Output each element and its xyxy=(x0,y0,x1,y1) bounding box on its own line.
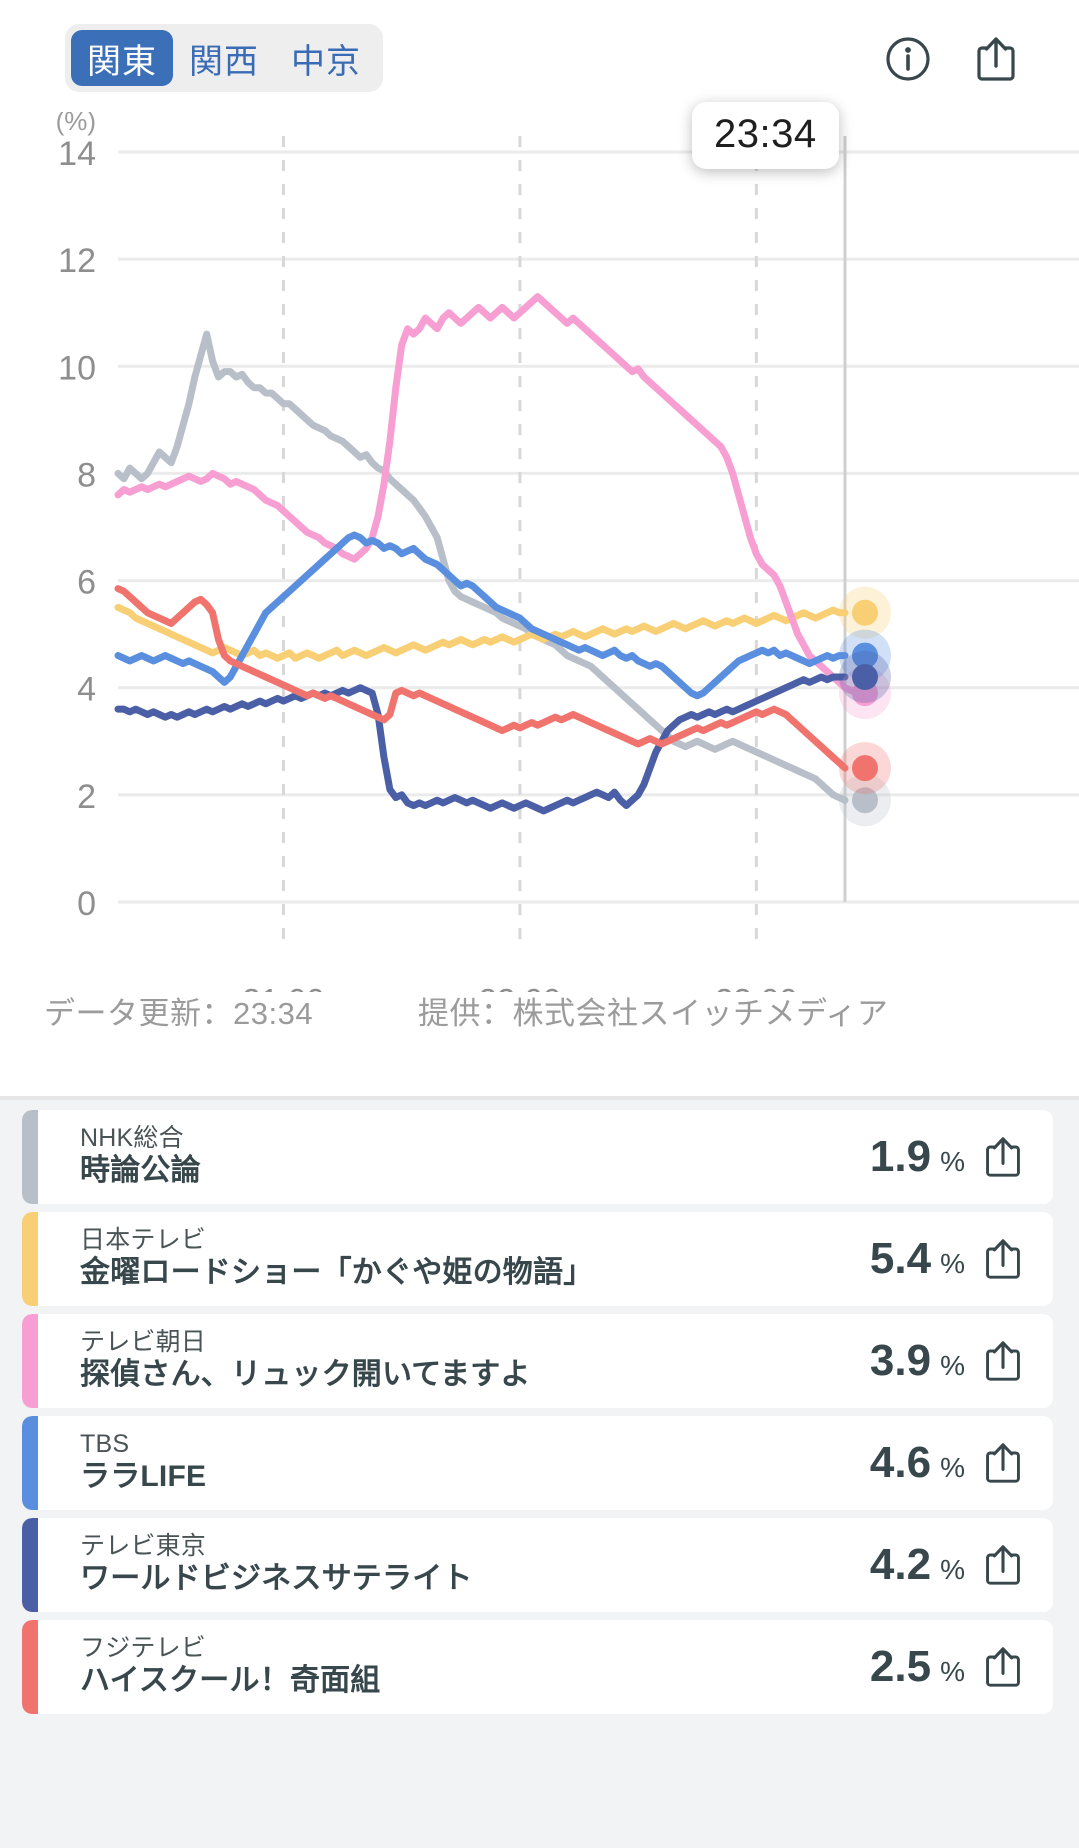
top-bar: 関東 関西 中京 xyxy=(0,0,1079,112)
rating-unit: % xyxy=(940,1350,965,1381)
program-row[interactable]: フジテレビ ハイスクール！奇面組 2.5 % xyxy=(22,1620,1053,1714)
channel-color-bar xyxy=(22,1212,38,1306)
channel-color-bar xyxy=(22,1518,38,1612)
station-name: テレビ東京 xyxy=(80,1531,207,1560)
program-row[interactable]: NHK総合 時論公論 1.9 % xyxy=(22,1110,1053,1204)
tab-chukyo[interactable]: 中京 xyxy=(291,42,361,81)
program-title: ハイスクール！奇面組 xyxy=(80,1664,381,1698)
share-upload-icon[interactable] xyxy=(981,1440,1025,1486)
program-list: NHK総合 時論公論 1.9 % 日本テレビ 金曜ロードショー「かぐや姫の物語」… xyxy=(0,1100,1079,1848)
rating-group: 5.4 % xyxy=(870,1234,1025,1284)
svg-text:(%): (%) xyxy=(56,112,96,136)
tab-kansai[interactable]: 関西 xyxy=(189,42,259,81)
svg-text:2: 2 xyxy=(77,778,96,816)
svg-text:10: 10 xyxy=(58,349,96,387)
rating-unit: % xyxy=(940,1554,965,1585)
data-updated-label: データ更新：23:34 xyxy=(44,995,314,1031)
program-text: NHK総合 時論公論 xyxy=(80,1124,870,1190)
program-text: テレビ朝日 探偵さん、リュック開いてますよ xyxy=(80,1328,870,1394)
program-title: ワールドビジネスサテライト xyxy=(80,1562,473,1596)
program-row[interactable]: TBS ララLIFE 4.6 % xyxy=(22,1416,1053,1510)
share-upload-icon[interactable] xyxy=(973,34,1019,84)
program-row[interactable]: 日本テレビ 金曜ロードショー「かぐや姫の物語」 5.4 % xyxy=(22,1212,1053,1306)
share-upload-icon[interactable] xyxy=(981,1134,1025,1180)
rating-group: 2.5 % xyxy=(870,1642,1025,1692)
rating-group: 4.2 % xyxy=(870,1540,1025,1590)
info-circle-icon[interactable] xyxy=(885,34,931,84)
rating-value: 2.5 xyxy=(869,1642,932,1691)
program-text: 日本テレビ 金曜ロードショー「かぐや姫の物語」 xyxy=(80,1226,870,1292)
share-upload-icon[interactable] xyxy=(981,1542,1025,1588)
program-text: TBS ララLIFE xyxy=(80,1430,870,1496)
program-title: 探偵さん、リュック開いてますよ xyxy=(80,1358,531,1392)
rating-group: 1.9 % xyxy=(870,1132,1025,1182)
share-upload-icon[interactable] xyxy=(981,1644,1025,1690)
svg-text:8: 8 xyxy=(77,456,96,494)
rating-unit: % xyxy=(940,1656,965,1687)
program-title: ララLIFE xyxy=(80,1460,207,1494)
program-row[interactable]: テレビ朝日 探偵さん、リュック開いてますよ 3.9 % xyxy=(22,1314,1053,1408)
station-name: TBS xyxy=(80,1429,130,1458)
svg-text:0: 0 xyxy=(77,885,96,923)
channel-color-bar xyxy=(22,1110,38,1204)
ratings-line-chart[interactable]: 0 2 4 6 8 10 12 14(%) 21:00 22:00 23:00 xyxy=(0,112,1079,992)
rating-value: 1.9 xyxy=(869,1132,932,1181)
channel-color-bar xyxy=(22,1314,38,1408)
program-title: 金曜ロードショー「かぐや姫の物語」 xyxy=(80,1256,594,1290)
data-provider-label: 提供：株式会社スイッチメディア xyxy=(418,995,889,1031)
rating-value: 5.4 xyxy=(869,1234,932,1283)
program-row[interactable]: テレビ東京 ワールドビジネスサテライト 4.2 % xyxy=(22,1518,1053,1612)
rating-unit: % xyxy=(940,1146,965,1177)
station-name: フジテレビ xyxy=(80,1633,207,1662)
rating-value: 4.6 xyxy=(869,1438,932,1487)
station-name: テレビ朝日 xyxy=(80,1327,207,1356)
rating-group: 4.6 % xyxy=(870,1438,1025,1488)
channel-color-bar xyxy=(22,1620,38,1714)
rating-unit: % xyxy=(940,1452,965,1483)
channel-color-bar xyxy=(22,1416,38,1510)
svg-text:21:00: 21:00 xyxy=(242,982,325,992)
svg-text:14: 14 xyxy=(58,135,96,173)
svg-text:22:00: 22:00 xyxy=(479,982,562,992)
section-divider xyxy=(0,1096,1079,1100)
chart-footer: データ更新：23:34 提供：株式会社スイッチメディア xyxy=(0,980,1079,1040)
top-icon-group xyxy=(885,34,1019,84)
share-upload-icon[interactable] xyxy=(981,1338,1025,1384)
station-name: NHK総合 xyxy=(80,1123,184,1152)
station-name: 日本テレビ xyxy=(80,1225,207,1254)
program-text: フジテレビ ハイスクール！奇面組 xyxy=(80,1634,870,1700)
rating-group: 3.9 % xyxy=(870,1336,1025,1386)
tab-kanto[interactable]: 関東 xyxy=(71,30,173,86)
share-upload-icon[interactable] xyxy=(981,1236,1025,1282)
region-segmented-control[interactable]: 関東 関西 中京 xyxy=(65,24,383,92)
svg-text:12: 12 xyxy=(58,242,96,280)
rating-value: 3.9 xyxy=(869,1336,932,1385)
svg-text:23:00: 23:00 xyxy=(715,982,798,992)
svg-text:6: 6 xyxy=(77,564,96,602)
rating-unit: % xyxy=(940,1248,965,1279)
program-text: テレビ東京 ワールドビジネスサテライト xyxy=(80,1532,870,1598)
rating-value: 4.2 xyxy=(869,1540,932,1589)
svg-text:4: 4 xyxy=(77,671,96,709)
time-tooltip: 23:34 xyxy=(692,102,839,169)
program-title: 時論公論 xyxy=(80,1154,201,1188)
ratings-chart-panel: 0 2 4 6 8 10 12 14(%) 21:00 22:00 23:00 23:34 データ更… xyxy=(0,102,1079,1100)
